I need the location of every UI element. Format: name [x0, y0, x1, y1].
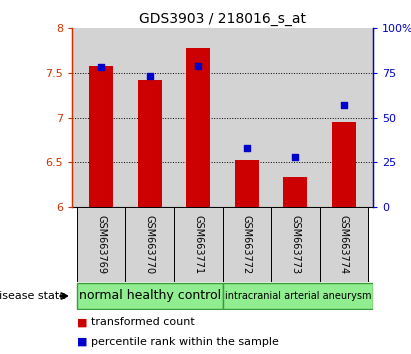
Bar [271, 207, 320, 282]
Text: ■: ■ [77, 337, 88, 347]
Bar [332, 122, 356, 207]
Text: disease state: disease state [0, 291, 66, 301]
Bar [77, 207, 125, 282]
Text: GSM663770: GSM663770 [145, 215, 155, 274]
Bar [125, 207, 174, 282]
Text: GSM663773: GSM663773 [290, 215, 300, 274]
Text: transformed count: transformed count [91, 317, 195, 327]
Point [341, 102, 347, 108]
Point [146, 74, 153, 79]
Text: GSM663772: GSM663772 [242, 215, 252, 274]
Point [243, 145, 250, 151]
Text: GSM663771: GSM663771 [193, 215, 203, 274]
Point [98, 64, 104, 70]
Bar [186, 48, 210, 207]
Bar [222, 207, 271, 282]
Point [292, 154, 299, 160]
Text: percentile rank within the sample: percentile rank within the sample [91, 337, 279, 347]
Text: GSM663769: GSM663769 [96, 215, 106, 274]
Bar [283, 177, 307, 207]
Point [195, 63, 201, 68]
Bar [89, 65, 113, 207]
Bar [77, 284, 222, 309]
Text: ■: ■ [77, 317, 88, 327]
Bar [138, 80, 162, 207]
Bar [320, 207, 368, 282]
Bar [222, 284, 373, 309]
Text: intracranial arterial aneurysm: intracranial arterial aneurysm [224, 291, 371, 301]
Bar [174, 207, 222, 282]
Text: GSM663774: GSM663774 [339, 215, 349, 274]
Bar [235, 160, 259, 207]
Text: normal healthy control: normal healthy control [79, 290, 221, 303]
Title: GDS3903 / 218016_s_at: GDS3903 / 218016_s_at [139, 12, 306, 25]
